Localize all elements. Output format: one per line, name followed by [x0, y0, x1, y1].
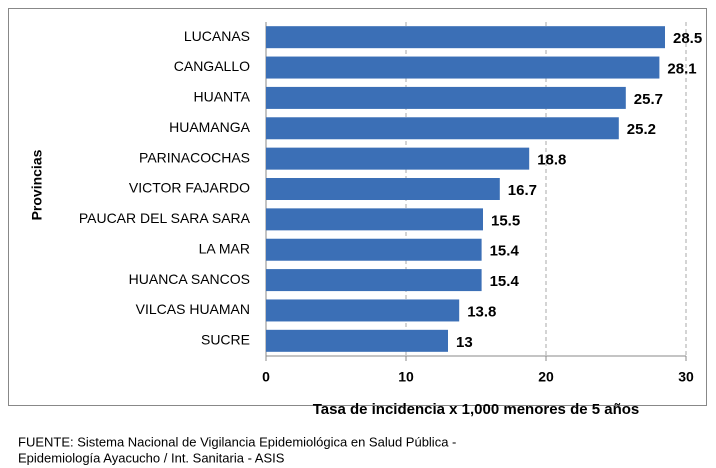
y-tick-label: HUANCA SANCOS	[129, 271, 250, 287]
y-axis-title: Provincias	[29, 149, 45, 220]
data-label: 25.2	[627, 121, 656, 138]
bar	[266, 299, 460, 322]
data-label: 15.4	[490, 243, 520, 260]
bar	[266, 147, 530, 170]
data-label: 25.7	[634, 91, 663, 108]
y-tick-label: VILCAS HUAMAN	[136, 301, 250, 317]
bar	[266, 86, 626, 109]
data-label: 28.5	[673, 30, 702, 47]
y-tick-label: SUCRE	[201, 332, 250, 348]
footer-line: Epidemiología Ayacucho / Int. Sanitaria …	[18, 450, 285, 465]
bar	[266, 238, 482, 261]
footer-line: FUENTE: Sistema Nacional de Vigilancia E…	[18, 434, 456, 449]
y-tick-label: PARINACOCHAS	[139, 149, 250, 165]
y-tick-label: LA MAR	[199, 240, 250, 256]
bar	[266, 178, 500, 200]
chart-frame	[8, 8, 707, 406]
data-label: 15.4	[490, 273, 520, 290]
bar	[266, 56, 660, 79]
data-label: 28.1	[667, 61, 696, 78]
data-label: 15.5	[491, 212, 520, 229]
y-tick-label: HUAMANGA	[169, 119, 251, 135]
y-tick-label: HUANTA	[193, 89, 250, 105]
x-tick-label: 20	[538, 369, 554, 385]
x-axis-title: Tasa de incidencia x 1,000 menores de 5 …	[313, 401, 640, 418]
x-tick-label: 30	[678, 369, 694, 385]
bar	[266, 117, 619, 140]
y-tick-label: CANGALLO	[174, 58, 250, 74]
y-tick-label: PAUCAR DEL SARA SARA	[79, 210, 251, 226]
data-label: 13	[456, 334, 473, 351]
bar	[266, 329, 448, 352]
data-label: 16.7	[508, 182, 537, 199]
x-tick-label: 0	[262, 369, 270, 385]
y-tick-label: VICTOR FAJARDO	[129, 180, 250, 196]
data-label: 18.8	[537, 152, 566, 169]
bar	[266, 269, 482, 292]
y-tick-label: LUCANAS	[184, 28, 250, 44]
x-tick-label: 10	[398, 369, 414, 385]
bar	[266, 26, 665, 49]
data-label: 13.8	[467, 303, 496, 320]
bar	[266, 208, 483, 231]
